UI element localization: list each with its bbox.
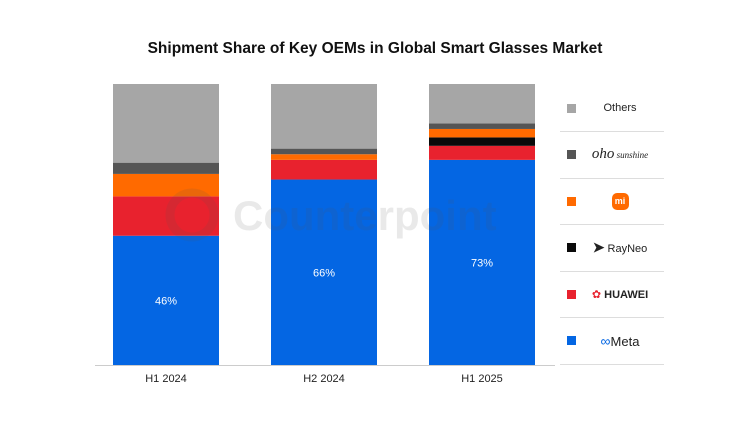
legend-swatch [567, 150, 576, 159]
legend-item-huawei: ✿ HUAWEI [560, 271, 664, 318]
legend-item-meta: ∞Meta [560, 318, 664, 365]
legend-label: mi [576, 192, 664, 210]
legend-swatch [567, 196, 576, 206]
data-label: 66% [313, 267, 335, 279]
legend-label: ∞Meta [600, 332, 640, 349]
legend-item-oho-sunshine: oho sunshine [560, 132, 664, 179]
legend-label: oho sunshine [591, 146, 649, 162]
legend-swatch [567, 289, 576, 299]
bar-segment-xiaomi [271, 154, 377, 160]
bar-segment-meta [271, 179, 377, 365]
bar-segment-xiaomi [429, 128, 535, 138]
x-tick-label: H1 2025 [461, 373, 503, 385]
bar-segment-huawei [429, 145, 535, 160]
bar-segment-meta [113, 235, 219, 365]
chart-title: Shipment Share of Key OEMs in Global Sma… [147, 40, 603, 57]
legend-label: ➤ RayNeo [592, 239, 648, 255]
bar-segment-others [113, 84, 219, 163]
legend-label: Others [603, 102, 637, 114]
legend-swatch [567, 103, 576, 113]
bar-segment-meta [429, 159, 535, 365]
bar-segment-others [271, 84, 377, 149]
watermark-logo-icon [165, 188, 219, 242]
legend-item-rayneo: ➤ RayNeo [560, 225, 664, 272]
legend-item-others: Others [560, 85, 664, 132]
bar-segment-xiaomi [113, 173, 219, 197]
legend-swatch [567, 336, 576, 345]
data-label: 73% [471, 257, 493, 269]
bar-segment-huawei [113, 196, 219, 236]
legend-label: ✿ HUAWEI [591, 288, 649, 301]
bar-segment-oho-sunshine [271, 148, 377, 155]
bar-segment-oho-sunshine [113, 162, 219, 174]
bar-segment-oho-sunshine [429, 123, 535, 129]
bar-segment-huawei [271, 159, 377, 180]
legend-item-xiaomi: mi [560, 178, 664, 225]
legend-swatch [567, 243, 576, 252]
x-tick-label: H1 2024 [145, 373, 187, 385]
bar-segment-others [429, 84, 535, 124]
data-label: 46% [155, 295, 177, 307]
bar-segment-rayneo [429, 137, 535, 146]
x-tick-label: H2 2024 [303, 373, 345, 385]
watermark-text: Counterpoint [233, 192, 497, 239]
watermark: Counterpoint [165, 188, 497, 242]
